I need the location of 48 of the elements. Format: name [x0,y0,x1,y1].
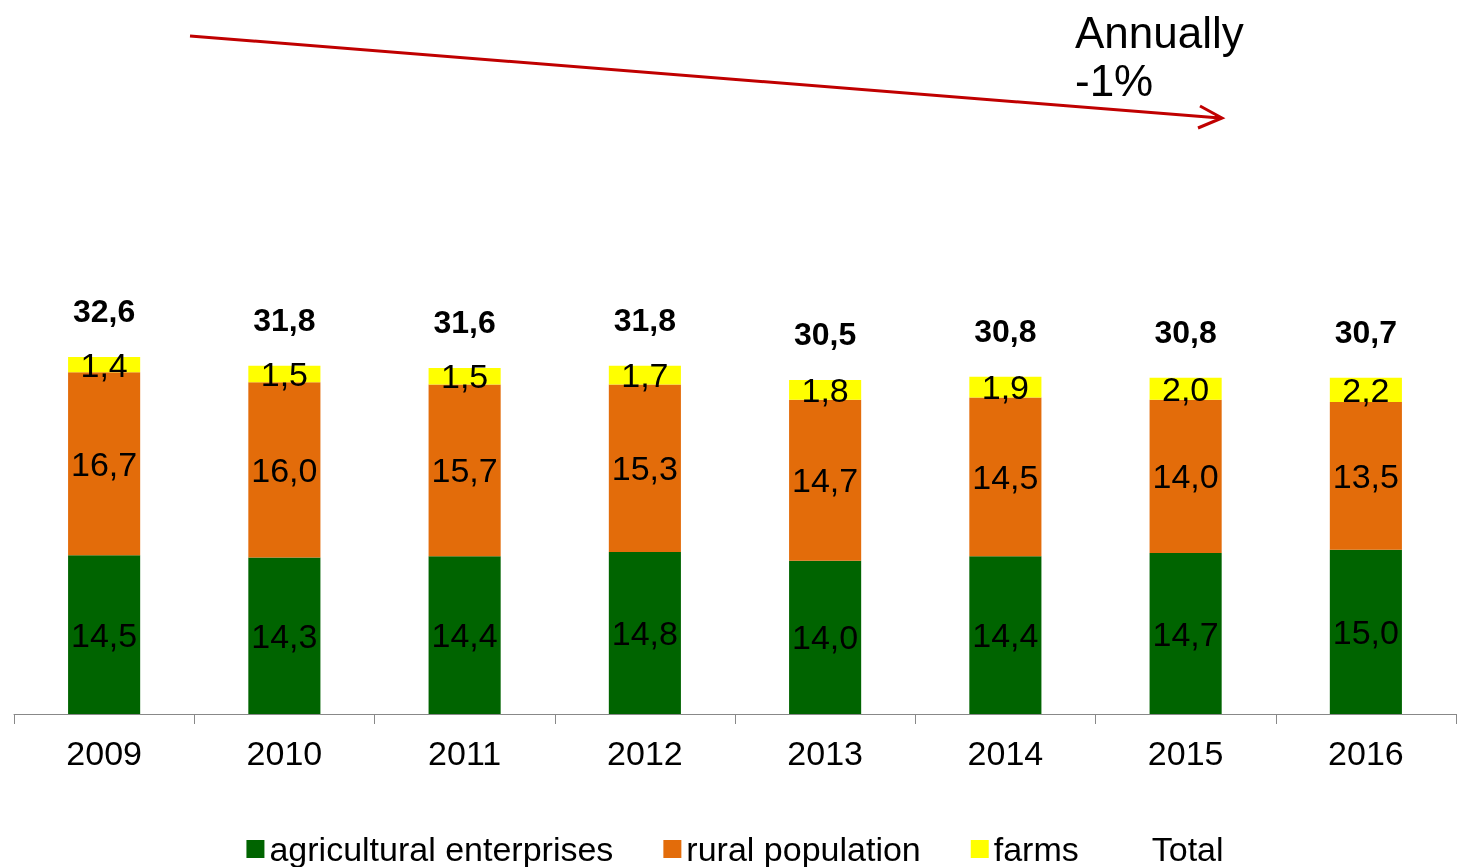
data-label: 14,4 [972,616,1039,655]
data-label: 14,7 [1152,614,1219,653]
data-label: 14,5 [71,615,138,654]
total-label: 31,8 [253,301,316,338]
bar [969,556,1042,714]
total-label: 30,8 [1154,313,1217,350]
bar [789,560,862,714]
data-label: 16,7 [71,444,138,483]
data-label: 1,7 [621,356,669,395]
bar [248,557,321,714]
total-label: 31,8 [613,301,677,338]
data-label: 14,3 [251,616,318,655]
bar [1329,549,1402,714]
total-label: 30,8 [974,312,1037,349]
total-label: 32,6 [72,293,136,329]
text: Total [1151,830,1224,867]
data-label: 13,5 [1332,456,1399,495]
bar [608,551,681,714]
data-label: 1,9 [981,368,1030,407]
data-label: 14,0 [792,618,859,657]
total-label: 30,7 [1334,313,1398,350]
bar [1149,553,1222,714]
x-tick-label: 2015 [1147,734,1224,772]
total-label: 30,5 [793,316,857,352]
x-tick-label: 2013 [787,734,863,772]
data-label: 14,5 [972,457,1039,496]
data-label: 2,0 [1161,369,1210,408]
data-label: 14,7 [792,461,859,500]
data-label: 14,0 [1152,457,1219,496]
x-tick-label: 2009 [66,734,142,772]
data-label: 2,2 [1342,370,1390,409]
data-label: 14,8 [611,613,678,652]
x-tick-label: 2012 [607,734,683,772]
data-label: 15,7 [431,451,498,490]
data-label: 14,4 [431,616,498,655]
bar [428,556,501,714]
data-label: 15,0 [1332,612,1399,651]
text: Annually -1% [1075,7,1244,105]
data-label: 16,0 [251,450,318,489]
x-tick-label: 2011 [428,734,502,772]
data-label: 15,3 [611,449,678,488]
x-tick-label: 2010 [246,734,323,772]
total-label: 31,6 [433,303,496,340]
x-tick-label: 2016 [1328,734,1404,772]
x-tick-label: 2014 [967,734,1044,772]
bar [68,555,141,714]
legend-label: farms [993,830,1079,867]
data-label: 1,8 [801,370,849,409]
